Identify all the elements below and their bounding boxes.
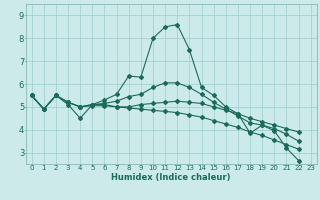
X-axis label: Humidex (Indice chaleur): Humidex (Indice chaleur) (111, 173, 231, 182)
